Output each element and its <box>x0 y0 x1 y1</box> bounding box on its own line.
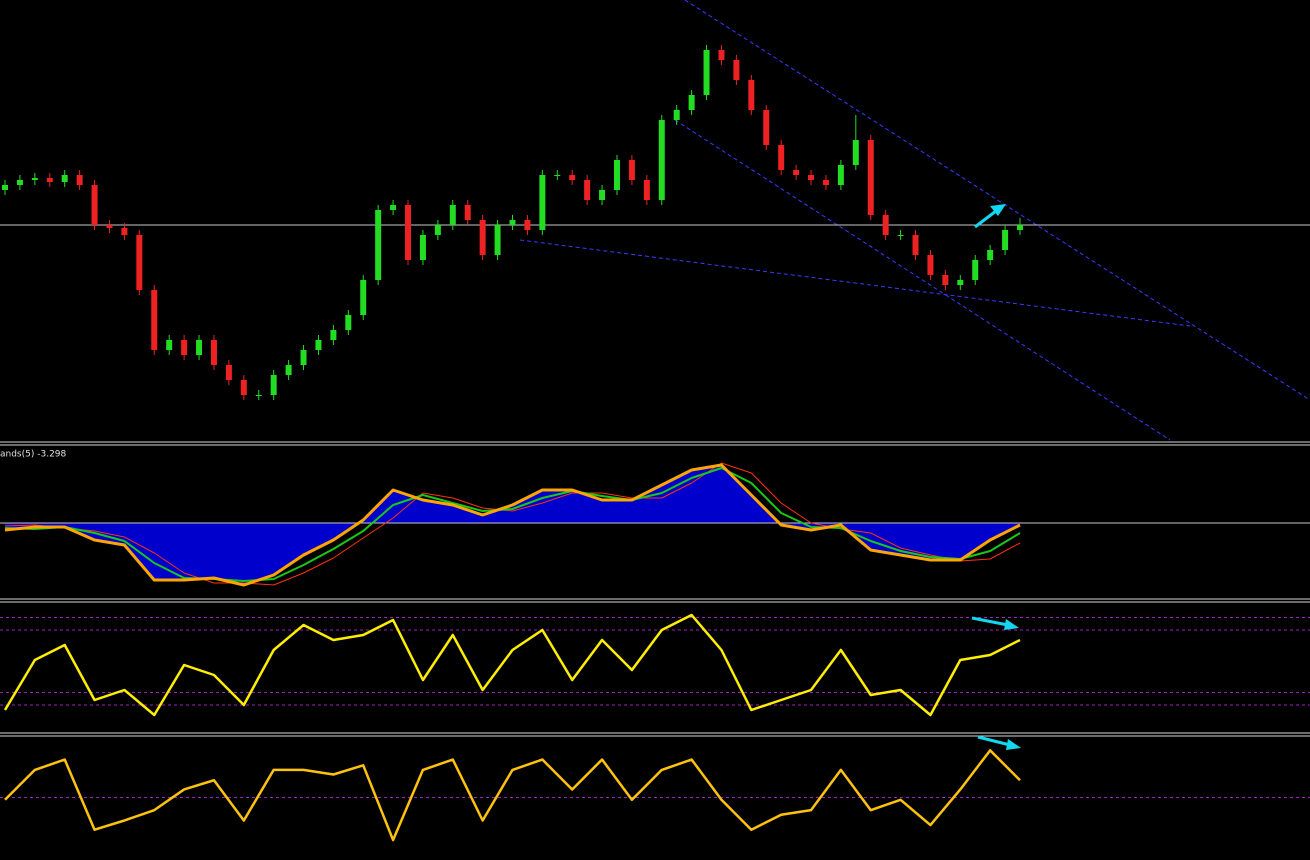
trend-line <box>674 119 1171 441</box>
candle-body <box>1002 230 1009 250</box>
candle-body <box>554 175 561 176</box>
indicator-label: ands(5) -3.298 <box>0 450 67 460</box>
candle-body <box>539 175 546 230</box>
candle-body <box>718 50 725 60</box>
candle-body <box>390 205 397 210</box>
candle-body <box>360 280 367 315</box>
candle-body <box>897 235 904 236</box>
candle-body <box>509 220 516 225</box>
candle-body <box>181 340 188 355</box>
candle-body <box>628 160 635 180</box>
candle-body <box>434 225 441 235</box>
arrowhead <box>990 204 1006 216</box>
candle-body <box>270 375 277 395</box>
arrowhead <box>1006 739 1021 750</box>
candle-body <box>61 175 68 182</box>
candle-body <box>375 210 382 280</box>
candle-body <box>240 380 247 395</box>
annotation-arrow <box>977 735 1011 747</box>
candle-body <box>464 205 471 220</box>
histogram-area <box>5 465 1020 585</box>
candle-body <box>285 365 292 375</box>
candle-body <box>957 280 964 285</box>
candle-body <box>703 50 710 95</box>
candle-body <box>972 260 979 280</box>
indicator-line <box>4 462 1021 586</box>
candle-body <box>599 190 606 200</box>
candle-body <box>106 225 113 228</box>
candle-body <box>852 140 859 165</box>
candle-body <box>733 60 740 80</box>
candle-body <box>31 178 38 180</box>
candle-body <box>405 205 412 260</box>
candle-body <box>210 340 217 365</box>
candle-body <box>673 110 680 120</box>
candle-body <box>837 165 844 185</box>
candle-body <box>16 180 23 185</box>
candle-body <box>748 80 755 110</box>
candle-body <box>479 220 486 255</box>
candle-body <box>927 255 934 275</box>
candle-body <box>46 178 53 182</box>
candle-body <box>688 95 695 110</box>
annotation-arrow <box>971 616 1009 627</box>
candle-body <box>822 180 829 185</box>
candle-body <box>419 235 426 260</box>
candle-body <box>867 140 874 215</box>
candle-body <box>136 235 143 290</box>
arrowhead <box>1004 619 1019 630</box>
candle-body <box>76 175 83 185</box>
candle-body <box>315 340 322 350</box>
candle-body <box>121 228 128 235</box>
marks <box>0 45 1310 842</box>
candle-body <box>778 145 785 170</box>
candle-body <box>345 315 352 330</box>
candle-body <box>584 180 591 200</box>
candle-body <box>151 290 158 350</box>
candle-body <box>2 185 8 190</box>
candle-body <box>330 330 337 340</box>
candle-body <box>255 395 262 396</box>
candle-body <box>987 250 994 260</box>
candle-body <box>569 175 576 180</box>
indicator-line <box>4 463 1021 587</box>
candle-body <box>166 340 173 350</box>
annotation-arrow <box>974 209 997 229</box>
candle-body <box>882 215 889 235</box>
candle-body <box>912 235 919 255</box>
candle-body <box>763 110 770 145</box>
candle-body <box>300 350 307 365</box>
candle-body <box>808 175 815 180</box>
candle-body <box>524 220 531 230</box>
candle-body <box>196 340 203 355</box>
indicator-line <box>3 613 1021 717</box>
candle-body <box>494 225 501 255</box>
indicator-line <box>4 749 1021 842</box>
candle-body <box>613 160 620 190</box>
candle-body <box>942 275 949 285</box>
candle-body <box>225 365 232 380</box>
candle-body <box>658 120 665 200</box>
candle-body <box>449 205 456 225</box>
trend-line <box>684 0 1310 401</box>
candle-body <box>793 170 800 175</box>
trend-line <box>519 239 1191 327</box>
candle-body <box>1017 225 1023 230</box>
candle-body <box>643 180 650 200</box>
candle-body <box>91 185 98 225</box>
